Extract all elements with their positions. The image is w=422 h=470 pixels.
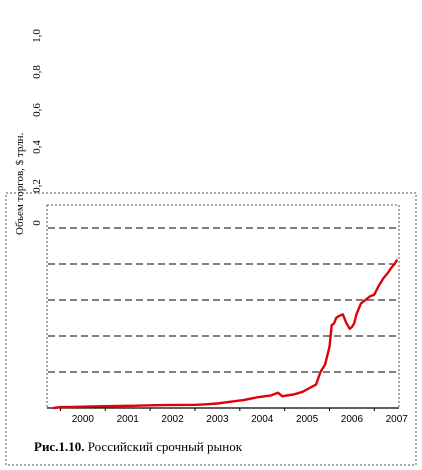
grid-lines — [48, 227, 399, 373]
y-tick-label: 0 — [31, 220, 43, 226]
figure-caption: Рис.1.10. Российский срочный рынок — [34, 439, 242, 455]
x-tick-label: 2000 — [72, 414, 95, 425]
x-tick-label: 2004 — [251, 414, 274, 425]
y-axis-label: Объем торгов, $ трлн. — [14, 132, 26, 235]
x-tick-label: 2003 — [206, 414, 229, 425]
y-tick-label: 1,0 — [31, 29, 43, 43]
x-tick-label: 2006 — [341, 414, 364, 425]
caption-number: Рис.1.10. — [34, 439, 85, 454]
plot-frame — [46, 204, 400, 409]
x-tick-label: 2001 — [117, 414, 140, 425]
series-layer — [52, 259, 398, 410]
y-tick-label: 0,2 — [31, 179, 43, 193]
y-tick-label: 0,8 — [31, 65, 43, 79]
x-tick-label: 2005 — [296, 414, 319, 425]
series-line — [52, 259, 398, 410]
x-tick-label: 2007 — [386, 414, 409, 425]
y-ticks: 0 0,2 0,4 0,6 0,8 1,0 — [31, 29, 43, 226]
y-tick-label: 0,4 — [31, 140, 43, 154]
caption-text: Российский срочный рынок — [84, 439, 243, 454]
x-tick-label: 2002 — [161, 414, 184, 425]
y-tick-label: 0,6 — [31, 103, 43, 117]
figure-border — [5, 192, 417, 466]
x-ticks: 2000 2001 2002 2003 2004 2005 2006 2007 — [59, 408, 409, 425]
